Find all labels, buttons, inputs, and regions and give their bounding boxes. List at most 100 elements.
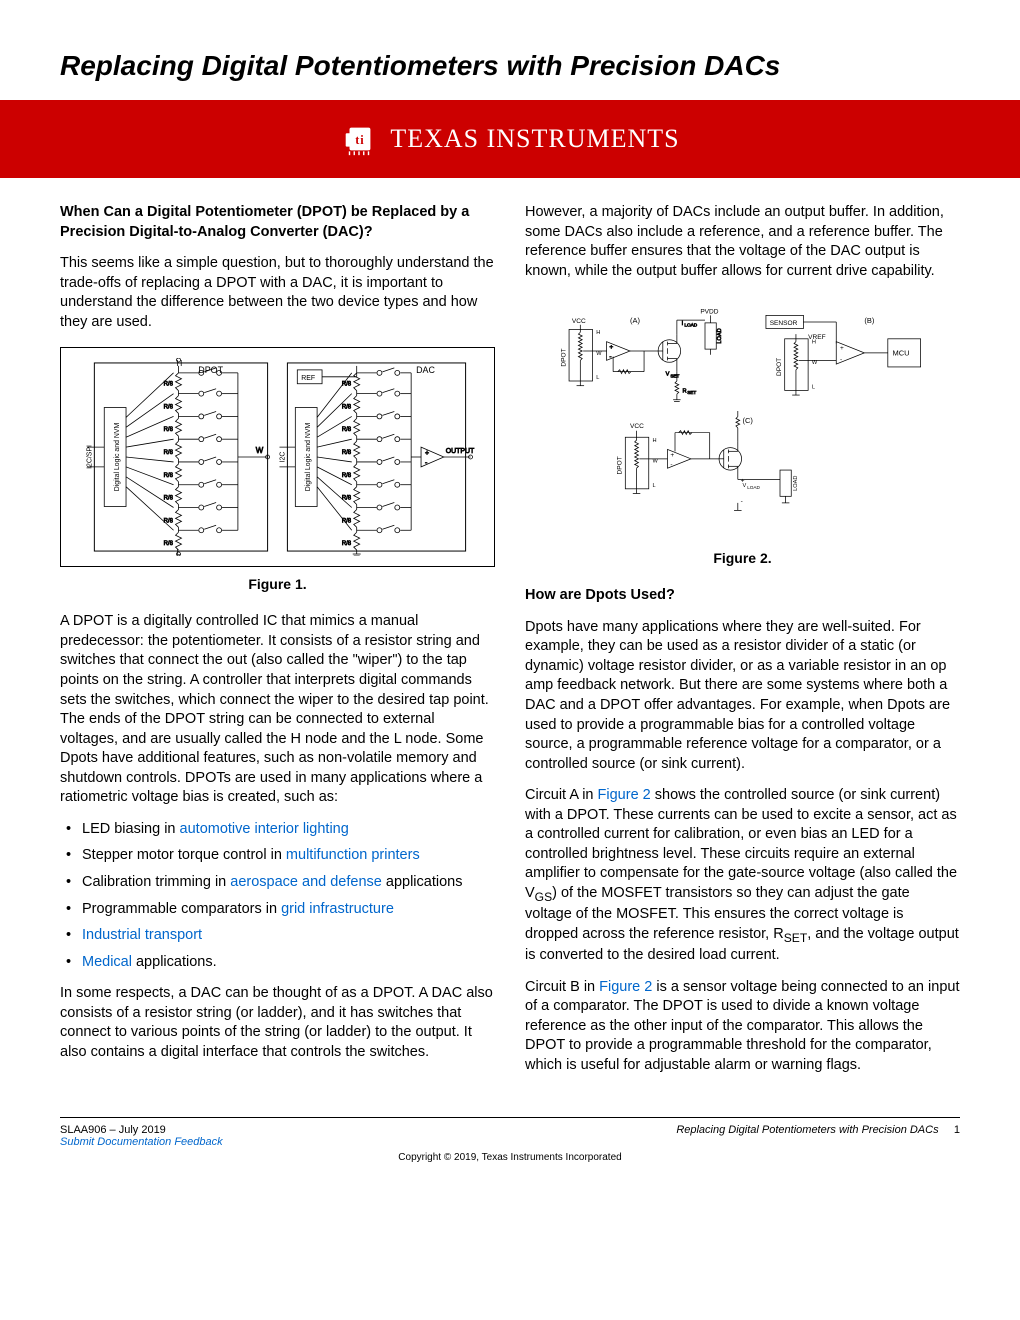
footer-title: Replacing Digital Potentiometers with Pr… (676, 1124, 938, 1136)
section-heading-1: When Can a Digital Potentiometer (DPOT) … (60, 203, 495, 242)
paragraph: In some respects, a DAC can be thought o… (60, 984, 495, 1062)
list-item: LED biasing in automotive interior light… (64, 820, 495, 840)
right-column: However, a majority of DACs include an o… (525, 203, 960, 1087)
section-heading-2: How are Dpots Used? (525, 586, 960, 606)
paragraph: Circuit A in Figure 2 shows the controll… (525, 786, 960, 965)
svg-text:I2C: I2C (279, 452, 286, 463)
page-number: 1 (954, 1124, 960, 1136)
svg-text:I: I (682, 321, 684, 327)
paragraph: Dpots have many applications where they … (525, 618, 960, 775)
link-automotive[interactable]: automotive interior lighting (180, 821, 349, 837)
paragraph: However, a majority of DACs include an o… (525, 203, 960, 281)
figure-1: DPOT Digital Logic and NVM I2C/SPI H L (60, 347, 495, 567)
ti-logo: ti TEXAS INSTRUMENTS (340, 120, 679, 158)
feedback-link[interactable]: Submit Documentation Feedback (60, 1136, 223, 1148)
svg-text:-: - (670, 462, 672, 469)
link-aerospace[interactable]: aerospace and defense (230, 874, 382, 890)
svg-text:R: R (683, 389, 687, 395)
svg-text:R/8: R/8 (342, 428, 352, 434)
svg-text:+: + (425, 450, 429, 457)
svg-text:Digital Logic and NVM: Digital Logic and NVM (114, 423, 121, 492)
svg-text:LOAD: LOAD (717, 329, 723, 344)
list-item: Stepper motor torque control in multifun… (64, 846, 495, 866)
link-figure2-b[interactable]: Figure 2 (599, 979, 652, 995)
svg-text:SENSOR: SENSOR (770, 320, 798, 327)
svg-text:VCC: VCC (572, 318, 586, 325)
link-industrial[interactable]: Industrial transport (82, 927, 202, 943)
svg-text:R/8: R/8 (164, 496, 174, 502)
svg-text:DPOT: DPOT (617, 457, 624, 475)
page-title: Replacing Digital Potentiometers with Pr… (60, 50, 960, 82)
svg-text:-: - (609, 354, 611, 361)
figure-2-caption: Figure 2. (525, 549, 960, 568)
svg-text:H: H (653, 438, 657, 444)
application-list: LED biasing in automotive interior light… (60, 820, 495, 972)
svg-text:VREF: VREF (808, 334, 825, 341)
svg-text:R/8: R/8 (342, 405, 352, 411)
svg-text:LOAD: LOAD (793, 476, 799, 491)
paragraph: This seems like a simple question, but t… (60, 254, 495, 332)
svg-text:REF: REF (301, 375, 315, 382)
svg-text:DPOT: DPOT (560, 349, 567, 367)
svg-text:R/8: R/8 (164, 519, 174, 525)
brand-name: TEXAS INSTRUMENTS (390, 124, 679, 154)
svg-text:DPOT: DPOT (776, 358, 783, 376)
paragraph: A DPOT is a digitally controlled IC that… (60, 612, 495, 808)
svg-text:Digital Logic and NVM: Digital Logic and NVM (305, 423, 312, 492)
svg-text:+: + (670, 452, 674, 459)
svg-text:R/8: R/8 (164, 405, 174, 411)
svg-text:R/8: R/8 (164, 473, 174, 479)
svg-text:H: H (812, 340, 816, 346)
svg-text:MCU: MCU (893, 349, 910, 358)
svg-text:+: + (840, 345, 844, 352)
list-item: Programmable comparators in grid infrast… (64, 900, 495, 920)
svg-text:W: W (596, 351, 602, 357)
svg-text:LOAD: LOAD (747, 485, 760, 490)
svg-text:L: L (596, 375, 599, 381)
svg-text:R/8: R/8 (164, 428, 174, 434)
svg-text:V: V (666, 372, 670, 378)
left-column: When Can a Digital Potentiometer (DPOT) … (60, 203, 495, 1087)
svg-text:SET: SET (670, 374, 679, 379)
figure-1-caption: Figure 1. (60, 575, 495, 594)
svg-text:VCC: VCC (630, 423, 644, 430)
svg-text:W: W (653, 459, 659, 465)
svg-text:ti: ti (356, 133, 365, 147)
copyright: Copyright © 2019, Texas Instruments Inco… (60, 1152, 960, 1163)
figure-2: (A) VCC PVDD DPOT H W L (525, 296, 960, 541)
svg-text:R/8: R/8 (342, 541, 352, 547)
svg-text:-: - (741, 498, 743, 505)
svg-text:-: - (840, 357, 842, 364)
list-item: Calibration trimming in aerospace and de… (64, 873, 495, 893)
svg-text:OUTPUT: OUTPUT (446, 448, 475, 455)
svg-text:H: H (596, 330, 600, 336)
svg-text:W: W (256, 446, 264, 455)
paragraph: Circuit B in Figure 2 is a sensor voltag… (525, 978, 960, 1076)
svg-text:LOAD: LOAD (684, 323, 697, 328)
svg-text:(A): (A) (630, 316, 641, 325)
svg-text:I2C/SPI: I2C/SPI (86, 445, 93, 469)
page-footer: SLAA906 – July 2019 Submit Documentation… (60, 1117, 960, 1148)
svg-text:H: H (177, 359, 183, 368)
svg-text:R/8: R/8 (164, 382, 174, 388)
svg-text:PVDD: PVDD (700, 309, 718, 316)
svg-text:R/8: R/8 (164, 541, 174, 547)
list-item: Industrial transport (64, 926, 495, 946)
ti-chip-icon: ti (340, 120, 378, 158)
svg-text:+: + (741, 478, 745, 485)
link-grid[interactable]: grid infrastructure (281, 901, 394, 917)
svg-text:R/8: R/8 (342, 496, 352, 502)
link-printers[interactable]: multifunction printers (286, 847, 420, 863)
svg-text:+: + (609, 344, 613, 351)
svg-text:DAC: DAC (416, 365, 435, 375)
svg-text:(B): (B) (864, 316, 875, 325)
svg-text:R/8: R/8 (342, 450, 352, 456)
svg-text:(C): (C) (743, 416, 754, 425)
doc-id: SLAA906 – July 2019 (60, 1124, 166, 1136)
svg-text:W: W (812, 360, 818, 366)
list-item: Medical applications. (64, 953, 495, 973)
link-medical[interactable]: Medical (82, 954, 132, 970)
brand-banner: ti TEXAS INSTRUMENTS (0, 100, 1020, 178)
svg-text:R/8: R/8 (342, 382, 352, 388)
link-figure2-a[interactable]: Figure 2 (598, 787, 651, 803)
